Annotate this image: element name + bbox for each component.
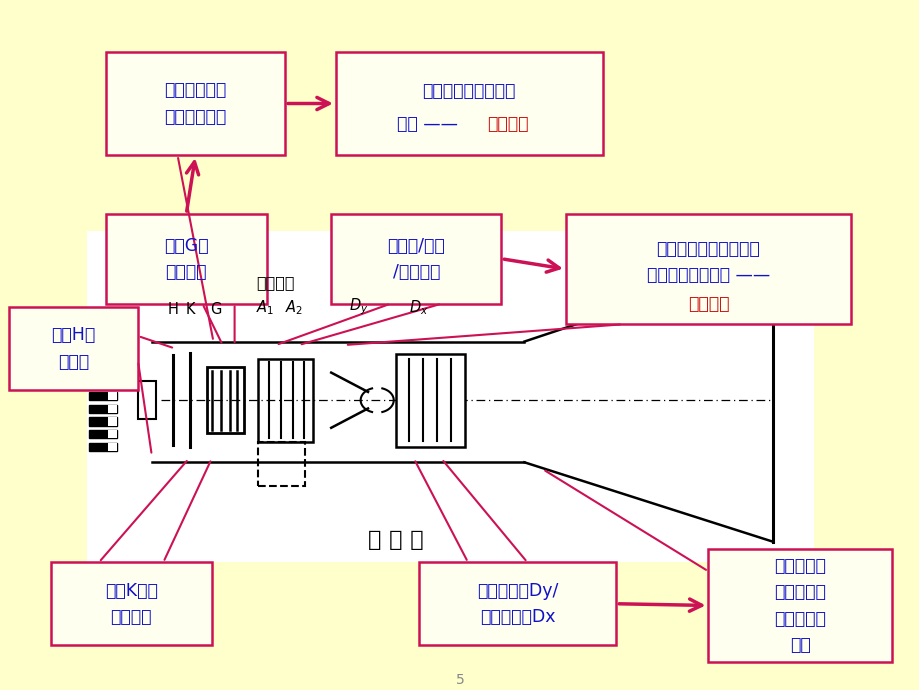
Text: 聚焦调节: 聚焦调节 xyxy=(686,295,729,313)
Text: 亮度 ——: 亮度 —— xyxy=(397,115,469,133)
Bar xyxy=(108,392,117,400)
Bar xyxy=(395,353,464,447)
FancyBboxPatch shape xyxy=(331,214,501,304)
Text: 亮度调节: 亮度调节 xyxy=(487,115,528,133)
Bar xyxy=(89,404,117,413)
FancyBboxPatch shape xyxy=(87,231,813,562)
Bar xyxy=(108,404,117,413)
FancyBboxPatch shape xyxy=(106,52,285,155)
Text: $A_2$: $A_2$ xyxy=(285,299,303,317)
Bar xyxy=(257,442,305,486)
Bar xyxy=(89,417,117,426)
Bar xyxy=(108,366,117,375)
Bar xyxy=(108,430,117,438)
FancyBboxPatch shape xyxy=(565,214,850,324)
Bar xyxy=(108,417,117,426)
FancyBboxPatch shape xyxy=(335,52,602,155)
Text: 灯丝H通
电发热: 灯丝H通 电发热 xyxy=(51,326,96,371)
Text: 5: 5 xyxy=(455,673,464,687)
Bar xyxy=(89,392,117,400)
Bar xyxy=(108,443,117,451)
Text: H: H xyxy=(167,302,178,317)
Text: 使电子加速，并使之聚: 使电子加速，并使之聚 xyxy=(656,240,759,258)
Text: 栅级G的
电压改变: 栅级G的 电压改变 xyxy=(164,237,209,281)
Text: K: K xyxy=(186,302,195,317)
Bar xyxy=(138,381,156,419)
FancyBboxPatch shape xyxy=(51,562,211,645)
Text: 加速级/第一
/第二阳极: 加速级/第一 /第二阳极 xyxy=(387,237,445,281)
Text: 成很细的电子射线 ——: 成很细的电子射线 —— xyxy=(646,266,769,284)
Text: 加速电极: 加速电极 xyxy=(256,275,295,290)
FancyBboxPatch shape xyxy=(9,307,138,390)
Bar xyxy=(257,359,312,442)
Bar xyxy=(89,430,117,438)
Bar xyxy=(207,367,244,433)
Text: $A_1$: $A_1$ xyxy=(255,299,274,317)
Bar xyxy=(89,380,117,388)
Text: $D_y$: $D_y$ xyxy=(348,297,369,317)
Text: 垂直偏转板Dy/
水平偏转板Dx: 垂直偏转板Dy/ 水平偏转板Dx xyxy=(476,582,558,626)
Text: 示 波 管: 示 波 管 xyxy=(368,530,423,549)
FancyBboxPatch shape xyxy=(418,562,616,645)
Text: $D_x$: $D_x$ xyxy=(408,299,428,317)
Text: 控制荧光屏上光点的: 控制荧光屏上光点的 xyxy=(422,82,516,100)
FancyBboxPatch shape xyxy=(708,549,891,662)
Text: G: G xyxy=(210,302,221,317)
Text: 阴级K产生
自由电子: 阴级K产生 自由电子 xyxy=(105,582,157,626)
Bar xyxy=(108,380,117,388)
Bar xyxy=(89,443,117,451)
Text: 改变射向荧光
屏的电子数量: 改变射向荧光 屏的电子数量 xyxy=(165,81,226,126)
FancyBboxPatch shape xyxy=(106,214,267,304)
Bar xyxy=(89,354,117,362)
Bar xyxy=(108,354,117,362)
Text: 使电子射线
能够到达荧
光屏上任何
地方: 使电子射线 能够到达荧 光屏上任何 地方 xyxy=(774,557,825,654)
Bar xyxy=(89,366,117,375)
